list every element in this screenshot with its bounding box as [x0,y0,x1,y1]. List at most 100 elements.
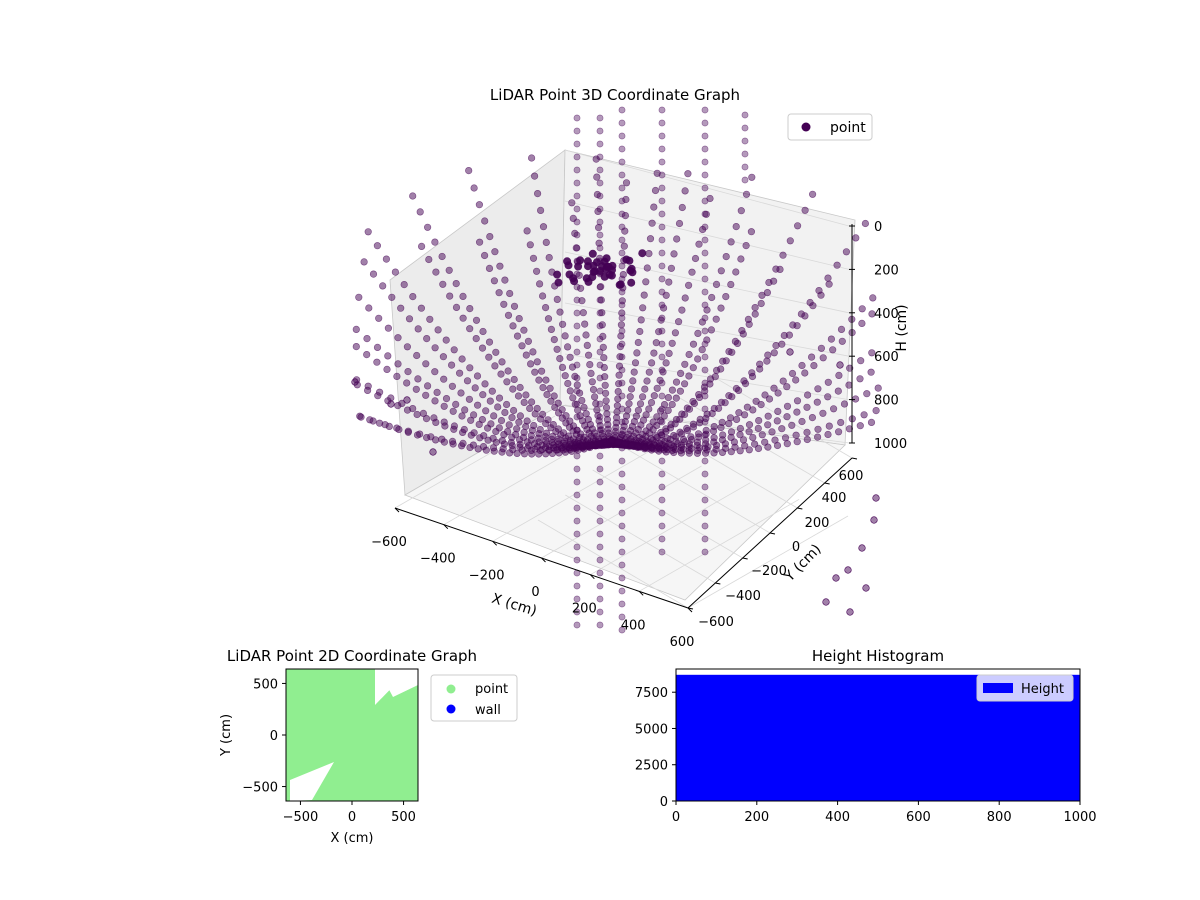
ray-point [501,276,509,284]
ray-point [497,417,506,425]
column-point [658,405,666,413]
column-point [573,322,581,330]
ray-point [727,280,735,289]
ray-point [369,417,377,425]
ray-point [756,365,764,373]
ray-point [647,446,656,454]
ray-point [497,370,505,378]
ray-point [803,403,811,411]
ray-point [566,353,574,361]
ray-point [671,420,679,428]
z-gridline-3d [564,200,850,270]
ray-point [510,302,519,310]
x-tick-label-3d: −400 [420,552,456,567]
outlier-point [351,378,359,386]
y-tick-label-2d: 0 [270,729,278,744]
column-point [573,374,581,382]
ray-point [632,412,641,420]
ray-point [564,379,572,388]
column-point [573,309,581,317]
ray-point [868,310,876,318]
ray-point [645,250,653,258]
ray-point [432,268,440,276]
ray-point [701,449,710,457]
ray-point [863,390,871,398]
ray-point [642,411,650,419]
column-point [573,153,581,161]
column-point [596,400,604,408]
ray-point [627,442,635,450]
ray-point [489,434,497,442]
outlier-point [429,448,437,456]
ray-point [648,219,656,227]
ray-point [439,280,447,288]
ray-point [817,291,825,299]
ray-point [678,203,686,212]
ray-point [513,332,522,340]
ray-point [827,335,836,343]
ray-point [522,351,530,359]
ray-point [569,394,577,402]
ray-point [527,154,536,162]
outlier-point [832,574,840,582]
ray-point [509,385,517,393]
ray-point [675,219,684,228]
column-point [618,470,626,478]
ray-point [383,365,391,374]
column-point [573,426,581,434]
ray-point [666,424,675,432]
ray-point [615,371,623,379]
ray-point [520,398,528,407]
cluster-point [626,266,635,275]
ray-point [688,268,696,276]
column-point [701,145,709,153]
x-tick-label-hist: 400 [825,810,850,825]
ray-point [556,308,564,316]
ray-point [727,448,735,456]
ray-point [485,353,493,361]
cluster-point [616,280,625,289]
column-point [573,296,581,304]
column-point [573,127,581,135]
ray-point [457,389,465,397]
ray-point [837,325,846,334]
ray-point [539,384,547,392]
outlier-point [786,348,794,356]
ray-point [491,362,499,370]
column-point [701,483,709,491]
ray-point [624,406,632,414]
cluster-point [569,274,578,283]
ray-point [647,359,656,367]
ray-point [678,306,686,314]
ray-point [504,311,513,319]
ray-point [728,348,736,356]
column-point [618,106,626,114]
ray-point [671,329,680,337]
ray-point [458,412,466,420]
ray-point [695,419,704,427]
ray-point [817,344,826,352]
ray-point [452,400,460,409]
ray-point [783,440,791,448]
ray-point [506,289,514,298]
ray-point [409,192,417,200]
column-point [618,613,626,621]
ray-point [478,416,487,424]
ray-point [810,362,818,370]
outlier-point [844,566,852,574]
x-tick-label-hist: 0 [672,810,680,825]
ray-point [544,416,552,424]
ray-point [536,426,544,434]
ray-point [783,413,791,421]
column-point [658,431,666,439]
column-point [701,522,709,530]
x-tick-label-2d: 500 [391,810,416,825]
column-point [701,392,709,400]
ray-point [535,376,543,384]
y-tick-label-hist: 5000 [635,722,668,737]
ray-point [476,238,484,246]
column-point [618,314,626,322]
ray-point [478,344,487,352]
ray-point [761,391,769,399]
chart-2d-title: LiDAR Point 2D Coordinate Graph [227,647,477,665]
